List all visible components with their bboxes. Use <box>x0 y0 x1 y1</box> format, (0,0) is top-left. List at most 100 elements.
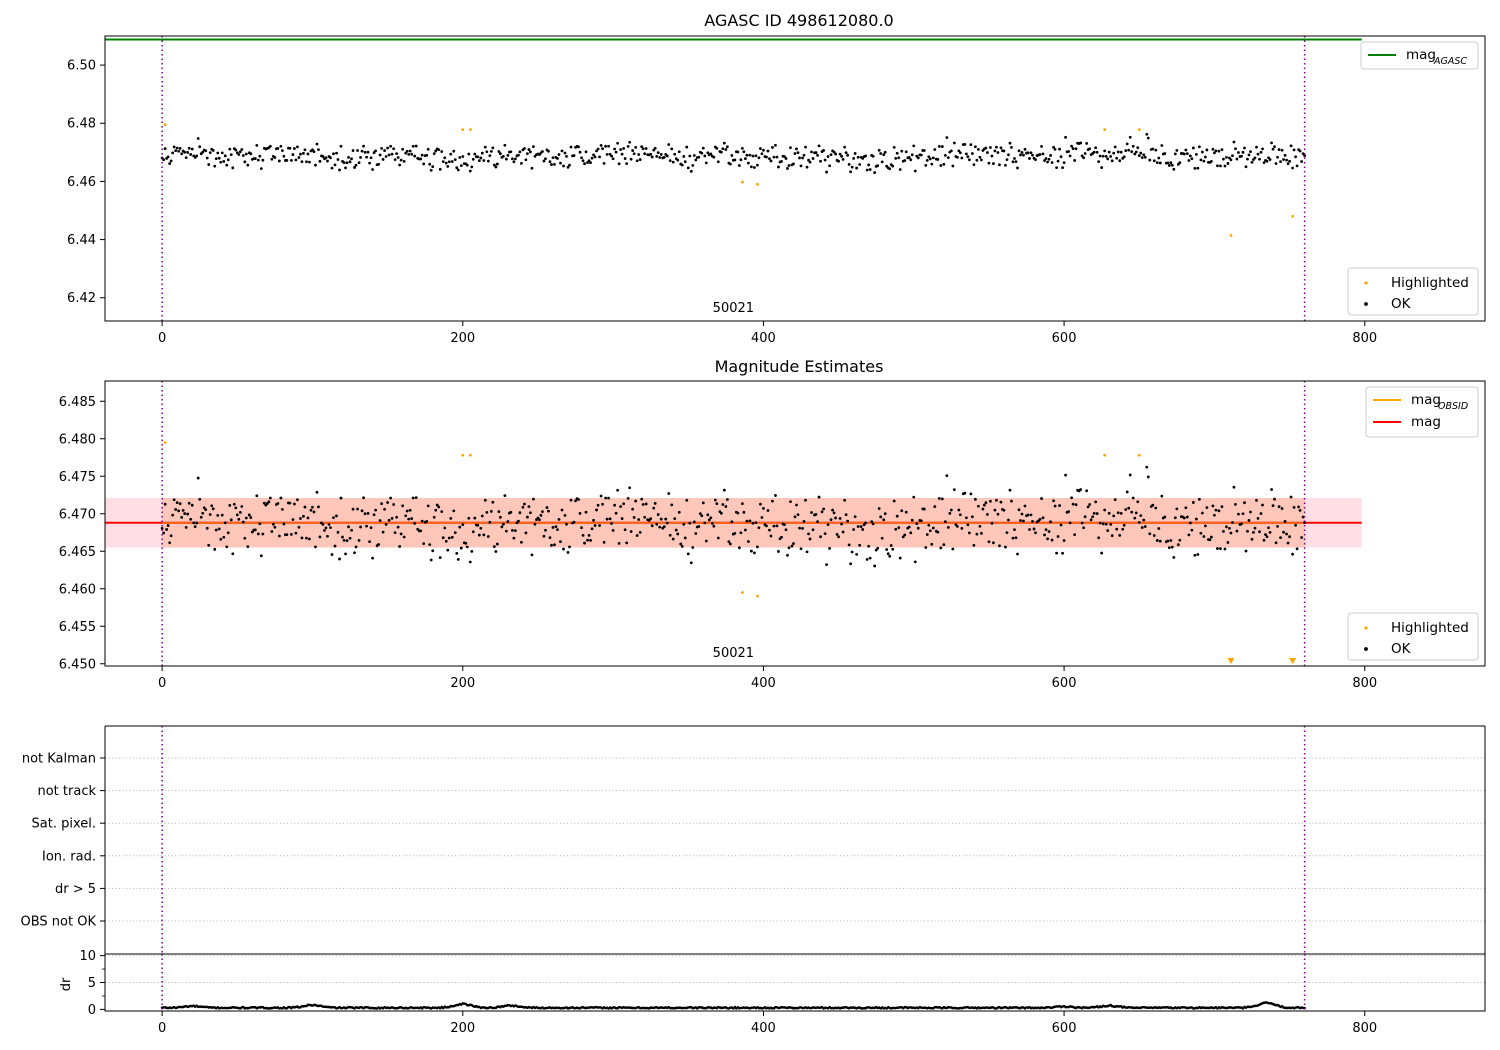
p1-ok-point <box>428 162 432 166</box>
p1-ok-point <box>611 157 615 161</box>
p2-ok-point <box>1286 541 1290 545</box>
p2-ok-point <box>332 516 335 520</box>
p1-ok-point <box>402 159 406 163</box>
p1-ok-point <box>850 165 854 169</box>
p2-ok-point <box>644 502 648 506</box>
p2-ok-point <box>396 525 400 529</box>
p2-ok-point <box>697 525 701 528</box>
p1-ok-point <box>368 161 371 165</box>
p1-ok-point <box>172 145 176 149</box>
p1-ok-point <box>473 152 477 156</box>
p2-ok-point <box>844 513 848 517</box>
p1-ok-point <box>217 156 221 160</box>
p1-ok-point <box>898 168 902 171</box>
p2-ok-point <box>1016 552 1019 556</box>
p2-ok-point <box>189 517 193 521</box>
p2-ok-point <box>1107 511 1111 515</box>
p2-ok-point <box>861 528 865 531</box>
p1-ok-point <box>900 149 904 153</box>
p1-ok-point <box>458 156 462 159</box>
p1-ok-point <box>1062 161 1066 165</box>
p2-ok-point <box>1053 504 1057 508</box>
p2-ok-point <box>202 506 206 510</box>
p1-ok-point <box>214 157 218 161</box>
p2-ok-point <box>739 531 743 535</box>
p2-ok-point <box>1170 545 1174 549</box>
p1-highlighted-point <box>1291 214 1294 218</box>
p2-ok-point <box>595 508 598 512</box>
p2-ok-point <box>277 534 281 538</box>
p1-legend-points <box>1347 267 1479 316</box>
p2-ok-point <box>366 512 370 515</box>
p1-ok-point <box>1271 147 1275 151</box>
p1-ok-point <box>709 152 713 156</box>
p2-ok-point <box>184 525 188 529</box>
p1-ok-point <box>468 169 472 173</box>
p2-ok-point <box>398 545 402 548</box>
p1-ok-point <box>356 149 359 152</box>
p2-ok-point <box>759 502 762 506</box>
p1-legend-label: OK <box>1391 296 1412 312</box>
p2-ok-point <box>885 548 889 551</box>
p2-ok-point <box>231 552 235 556</box>
p2-ok-point <box>751 521 755 525</box>
p1-ok-point <box>1088 147 1092 151</box>
p2-ok-point <box>771 499 774 503</box>
p1-ok-point <box>891 164 895 168</box>
p1-ok-point <box>1008 141 1012 145</box>
p2-ok-point <box>970 515 974 519</box>
p2-ok-point <box>975 532 979 536</box>
p1-ok-point <box>426 147 430 151</box>
p2-ok-point <box>336 530 340 534</box>
p2-ok-point <box>348 536 352 540</box>
p2-xtick-label: 0 <box>158 676 166 691</box>
p1-ok-point <box>1148 158 1152 162</box>
p2-ok-point <box>303 505 307 509</box>
p2-ok-point <box>285 533 289 537</box>
p1-ok-point <box>1067 150 1070 153</box>
p2-ok-point <box>479 526 483 530</box>
p4-xtick-label: 800 <box>1352 1021 1377 1036</box>
p2-ok-point <box>1203 524 1207 528</box>
p2-ok-point <box>341 535 344 539</box>
p1-ok-point <box>1237 151 1240 154</box>
p1-ok-point <box>927 155 931 159</box>
p1-ok-point <box>973 145 977 149</box>
p1-ok-point <box>834 152 837 156</box>
p2-ok-point <box>619 505 623 508</box>
p2-ok-point <box>1220 505 1224 509</box>
p2-ok-point <box>922 507 926 511</box>
p1-ok-point <box>631 149 635 152</box>
p2-ok-point <box>317 505 320 509</box>
p4-ytick-label: 10 <box>79 949 96 964</box>
p2-xtick-label: 400 <box>751 676 776 691</box>
p1-ok-point <box>556 157 559 160</box>
p2-ok-point <box>622 502 626 506</box>
p1-xtick-label: 0 <box>158 331 166 346</box>
p1-ok-point <box>459 164 463 168</box>
p2-ok-point <box>652 506 656 510</box>
p1-ok-point <box>750 165 753 169</box>
p2-ok-point <box>1240 522 1243 526</box>
p1-ok-point <box>1244 165 1248 169</box>
p2-ok-point <box>623 528 627 532</box>
p2-ok-point <box>504 529 508 533</box>
p1-ok-point <box>843 145 847 149</box>
p2-ok-point <box>883 512 887 516</box>
p2-ok-point <box>495 542 499 546</box>
p1-ok-point <box>303 148 307 152</box>
p1-ok-point <box>443 156 447 160</box>
p1-ok-point <box>1029 151 1033 155</box>
p2-ok-point <box>753 551 756 555</box>
p2-ok-point <box>351 507 355 511</box>
p1-ok-point <box>399 158 403 162</box>
p2-ok-point <box>1259 512 1263 515</box>
p1-ok-point <box>404 151 408 155</box>
p2-ok-point <box>178 502 182 506</box>
p2-ok-point <box>384 523 388 526</box>
p2-ok-point <box>444 539 448 543</box>
p2-ok-point <box>261 532 265 536</box>
p2-ok-point <box>449 516 453 520</box>
p1-ok-point <box>529 150 532 154</box>
p1-ok-point <box>662 155 666 159</box>
